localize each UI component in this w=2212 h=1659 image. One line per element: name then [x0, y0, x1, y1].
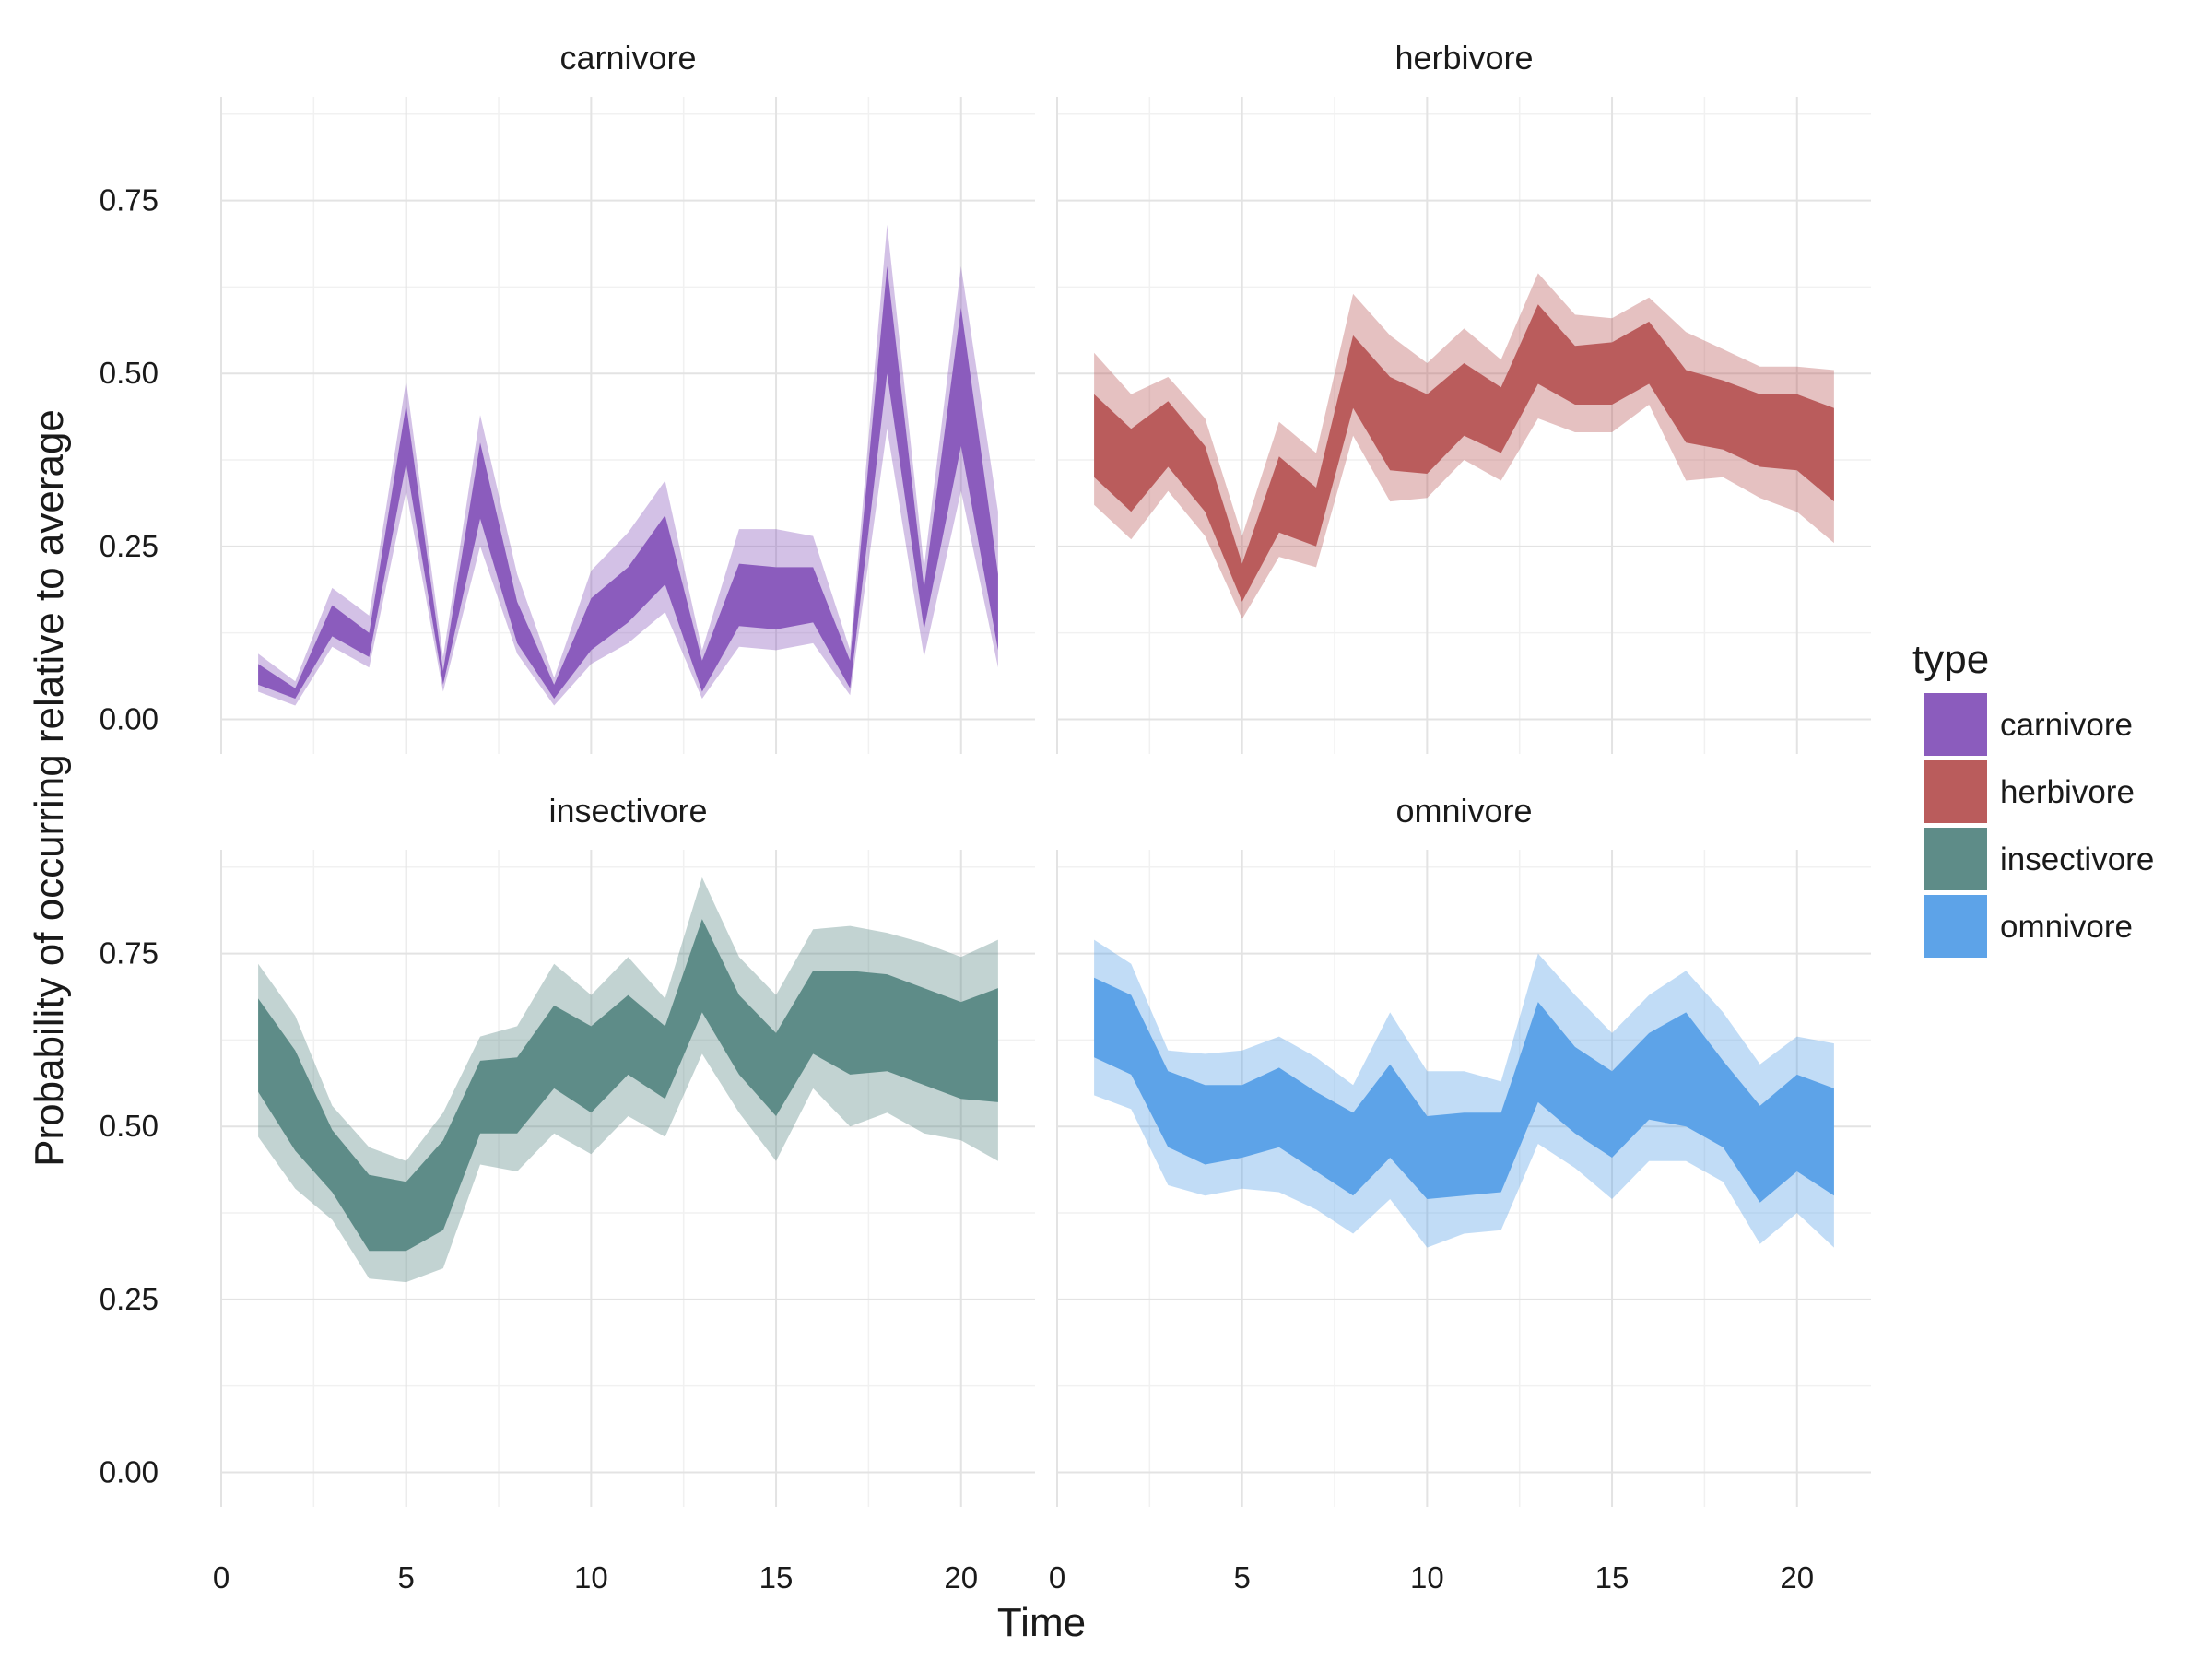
legend-entry-herbivore: herbivore — [1924, 760, 2135, 823]
inner-ribbon-herbivore — [1094, 304, 1834, 602]
legend-entry-omnivore: omnivore — [1924, 895, 2133, 958]
y-axis-title: Probability of occurring relative to ave… — [27, 409, 72, 1167]
x-axis-title: Time — [997, 1600, 1086, 1645]
x-tick-label: 0 — [213, 1560, 229, 1594]
inner-ribbon-omnivore — [1094, 977, 1834, 1203]
inner-ribbon-insectivore — [258, 919, 998, 1252]
x-tick-label: 15 — [759, 1560, 794, 1594]
x-tick-label: 10 — [574, 1560, 608, 1594]
legend-label-insectivore: insectivore — [2000, 841, 2154, 877]
legend-title: type — [1912, 637, 1989, 682]
panel-insectivore: insectivore 0.00 0.25 0.50 0.75 0 5 10 15 20 — [100, 792, 1035, 1594]
x-tick-label: 5 — [1234, 1560, 1251, 1594]
inner-ribbon-carnivore — [258, 265, 998, 699]
panels-layer: carnivore 0.00 0.25 0.50 0.75 herbivore insect… — [100, 39, 1871, 1594]
y-tick-label: 0.00 — [100, 701, 159, 735]
x-tick-label: 20 — [944, 1560, 978, 1594]
panel-carnivore: carnivore 0.00 0.25 0.50 0.75 — [100, 39, 1035, 754]
x-tick-label: 20 — [1780, 1560, 1814, 1594]
x-tick-label: 0 — [1049, 1560, 1065, 1594]
legend-entries: carnivore herbivore insectivore omnivore — [1924, 693, 2154, 958]
y-tick-label: 0.75 — [100, 183, 159, 218]
y-tick-label: 0.75 — [100, 936, 159, 971]
y-tick-label: 0.25 — [100, 529, 159, 563]
strip-title-insectivore: insectivore — [548, 792, 707, 830]
x-tick-label: 5 — [398, 1560, 415, 1594]
legend-swatch-herbivore — [1924, 760, 1987, 823]
panel-omnivore: omnivore 0 5 10 15 20 — [1049, 792, 1871, 1594]
y-tick-label: 0.25 — [100, 1282, 159, 1316]
legend-swatch-insectivore — [1924, 828, 1987, 890]
legend-entry-carnivore: carnivore — [1924, 693, 2133, 756]
panel-herbivore: herbivore — [1056, 39, 1871, 754]
y-tick-label: 0.00 — [100, 1454, 159, 1488]
y-tick-label: 0.50 — [100, 1109, 159, 1143]
strip-title-herbivore: herbivore — [1394, 39, 1533, 76]
legend-swatch-carnivore — [1924, 693, 1987, 756]
legend-entry-insectivore: insectivore — [1924, 828, 2154, 890]
x-tick-label: 10 — [1410, 1560, 1444, 1594]
legend-swatch-omnivore — [1924, 895, 1987, 958]
strip-title-carnivore: carnivore — [559, 39, 696, 76]
legend-label-omnivore: omnivore — [2000, 909, 2133, 945]
x-tick-label: 15 — [1595, 1560, 1630, 1594]
strip-title-omnivore: omnivore — [1395, 792, 1532, 830]
legend-label-carnivore: carnivore — [2000, 707, 2133, 743]
outer-ribbon-omnivore — [1094, 939, 1834, 1248]
legend-label-herbivore: herbivore — [2000, 774, 2135, 810]
legend: type carnivore herbivore insectivore omnivo… — [1912, 637, 2154, 958]
y-tick-label: 0.50 — [100, 356, 159, 390]
